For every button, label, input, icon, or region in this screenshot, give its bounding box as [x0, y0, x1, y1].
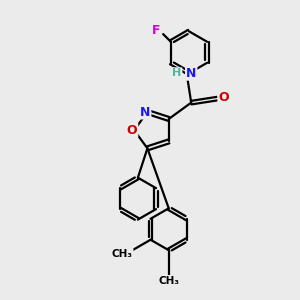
Text: H: H: [172, 68, 182, 78]
Text: CH₃: CH₃: [158, 276, 179, 286]
Text: F: F: [152, 24, 161, 37]
Text: O: O: [218, 91, 229, 104]
Text: N: N: [140, 106, 150, 118]
Text: O: O: [127, 124, 137, 137]
Text: N: N: [186, 67, 196, 80]
Text: CH₃: CH₃: [112, 249, 133, 259]
